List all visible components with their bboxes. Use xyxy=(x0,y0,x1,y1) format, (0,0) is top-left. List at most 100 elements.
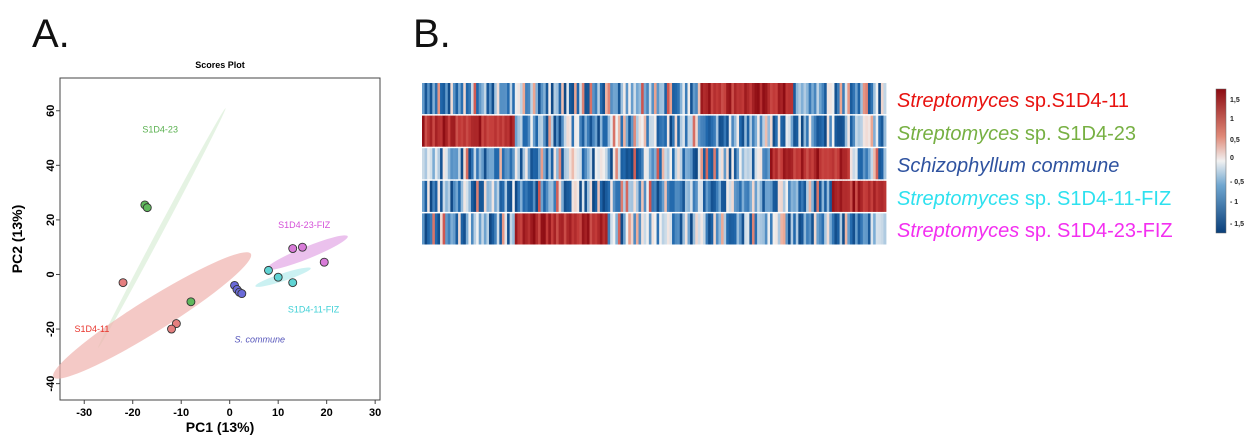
heatmap-cell xyxy=(702,180,706,212)
heatmap-cell xyxy=(483,180,487,212)
heatmap-cell xyxy=(764,115,768,147)
heatmap-cell xyxy=(566,213,570,245)
heatmap-cell xyxy=(672,180,676,212)
heatmap-cell xyxy=(842,180,846,212)
heatmap-cell xyxy=(563,115,567,147)
heatmap-cell xyxy=(839,148,843,180)
heatmap-cell xyxy=(643,115,647,147)
heatmap-cell xyxy=(806,83,810,115)
heatmap-cell xyxy=(576,148,580,180)
y-tick-label: 40 xyxy=(45,159,57,171)
heatmap-cell xyxy=(530,180,534,212)
heatmap-row xyxy=(422,115,887,147)
heatmap-cell xyxy=(432,83,436,115)
heatmap-cell xyxy=(826,148,830,180)
heatmap-cell xyxy=(571,148,575,180)
heatmap-cell xyxy=(834,148,838,180)
heatmap-cell xyxy=(702,115,706,147)
heatmap-cell xyxy=(770,213,773,245)
heatmap-cell xyxy=(517,180,521,212)
heatmap-cell xyxy=(530,148,534,180)
colorscale-bar xyxy=(1215,88,1227,234)
heatmap-cell xyxy=(522,148,526,180)
heatmap-cell xyxy=(445,115,449,147)
heatmap-cell xyxy=(550,148,554,180)
heatmap-cell xyxy=(741,148,745,180)
heatmap-cell xyxy=(540,213,544,245)
heatmap-cell xyxy=(739,148,743,180)
heatmap-cell xyxy=(775,115,779,147)
heatmap-cell xyxy=(847,180,851,212)
heatmap-cell xyxy=(800,115,804,147)
heatmap-cell xyxy=(728,148,732,180)
heatmap-cell xyxy=(576,83,580,115)
heatmap-cell xyxy=(530,115,534,147)
heatmap-cell xyxy=(674,83,678,115)
confidence-ellipse xyxy=(266,235,348,270)
heatmap-cell xyxy=(762,148,766,180)
heatmap-cell xyxy=(726,148,730,180)
heatmap-cell xyxy=(499,180,503,212)
heatmap-cell xyxy=(424,115,428,147)
heatmap-cell xyxy=(538,213,541,245)
heatmap-cell xyxy=(831,83,835,115)
score-point xyxy=(237,289,247,299)
heatmap-cell xyxy=(875,115,879,147)
heatmap-cell xyxy=(427,148,431,180)
heatmap-cell xyxy=(651,180,655,212)
heatmap-cell xyxy=(674,213,678,245)
heatmap-cell xyxy=(847,83,851,115)
heatmap-cell xyxy=(638,180,642,212)
heatmap-cell xyxy=(731,148,735,180)
heatmap-cell xyxy=(538,180,541,212)
heatmap-cell xyxy=(749,115,753,147)
heatmap-cell xyxy=(816,180,820,212)
heatmap-cell xyxy=(772,115,776,147)
heatmap-cell xyxy=(507,115,511,147)
heatmap-cell xyxy=(437,213,441,245)
heatmap-cell xyxy=(788,148,792,180)
heatmap-cell xyxy=(460,115,464,147)
heatmap-cell xyxy=(811,180,815,212)
heatmap-cell xyxy=(659,148,663,180)
heatmap-cell xyxy=(476,180,480,212)
heatmap-cell xyxy=(584,83,588,115)
heatmap-cell xyxy=(522,213,526,245)
heatmap-cell xyxy=(687,83,691,115)
heatmap-cell xyxy=(568,83,572,115)
heatmap-cell xyxy=(638,115,642,147)
heatmap-cell xyxy=(532,83,536,115)
heatmap-cell xyxy=(751,148,755,180)
heatmap-cell xyxy=(839,83,843,115)
heatmap-cell xyxy=(741,83,745,115)
heatmap-cell xyxy=(468,83,472,115)
heatmap-cell xyxy=(612,180,616,212)
heatmap-cell xyxy=(429,115,433,147)
heatmap-cell xyxy=(630,148,634,180)
heatmap-cell xyxy=(429,83,433,115)
heatmap-cell xyxy=(434,83,438,115)
heatmap-cell xyxy=(844,115,848,147)
heatmap-cell xyxy=(496,148,500,180)
heatmap-cell xyxy=(509,213,513,245)
heatmap-cell xyxy=(641,148,645,180)
heatmap-cell xyxy=(440,180,444,212)
heatmap-cell xyxy=(504,83,508,115)
heatmap-cell xyxy=(641,213,645,245)
heatmap-cell xyxy=(607,213,611,245)
heatmap-cell xyxy=(427,115,431,147)
heatmap-cell xyxy=(679,180,683,212)
heatmap-cell xyxy=(538,148,541,180)
heatmap-cell xyxy=(739,83,743,115)
heatmap-cell xyxy=(617,213,621,245)
heatmap-cell xyxy=(677,213,681,245)
heatmap-cell xyxy=(813,148,817,180)
heatmap-cell xyxy=(574,148,578,180)
heatmap-cell xyxy=(507,180,511,212)
heatmap-row xyxy=(422,213,887,245)
heatmap-cell xyxy=(842,115,846,147)
heatmap-cell xyxy=(821,83,825,115)
heatmap-cell xyxy=(682,180,686,212)
heatmap-cell xyxy=(847,148,851,180)
heatmap-cell xyxy=(635,213,639,245)
